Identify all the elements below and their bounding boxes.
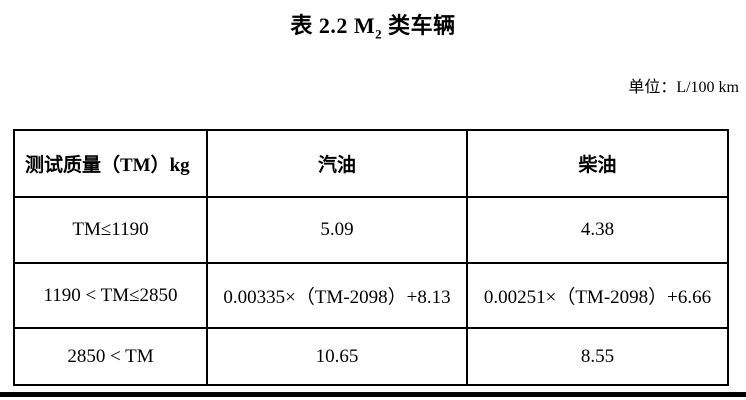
- table-row: TM≤1190 5.09 4.38: [13, 196, 729, 264]
- cell-diesel-formula: 0.00251×（TM-2098）+6.66: [466, 262, 729, 329]
- unit-label: 单位：L/100 km: [628, 79, 739, 96]
- title-subscript: 2: [375, 26, 383, 42]
- column-header-gasoline: 汽油: [206, 129, 468, 198]
- title-prefix: 表 2.2 M: [290, 13, 376, 38]
- title-suffix: 类车辆: [382, 13, 456, 38]
- cell-mass-range: 1190 < TM≤2850: [13, 262, 208, 329]
- table-row: 2850 < TM 10.65 8.55: [13, 327, 729, 386]
- column-header-test-mass: 测试质量（TM）kg: [13, 129, 208, 198]
- cell-mass-range: TM≤1190: [13, 196, 208, 264]
- cell-gasoline-formula: 0.00335×（TM-2098）+8.13: [206, 262, 468, 329]
- page-bottom-rule: [0, 392, 746, 397]
- cell-diesel-value: 4.38: [466, 196, 729, 264]
- table-header-row: 测试质量（TM）kg 汽油 柴油: [13, 129, 729, 198]
- table-row: 1190 < TM≤2850 0.00335×（TM-2098）+8.13 0.…: [13, 262, 729, 329]
- cell-gasoline-value: 10.65: [206, 327, 468, 386]
- cell-diesel-value: 8.55: [466, 327, 729, 386]
- cell-mass-range: 2850 < TM: [13, 327, 208, 386]
- column-header-diesel: 柴油: [466, 129, 729, 198]
- table-title: 表 2.2 M2 类车辆: [0, 8, 746, 40]
- cell-gasoline-value: 5.09: [206, 196, 468, 264]
- fuel-consumption-table: 测试质量（TM）kg 汽油 柴油 TM≤1190 5.09 4.38 1190 …: [13, 129, 729, 386]
